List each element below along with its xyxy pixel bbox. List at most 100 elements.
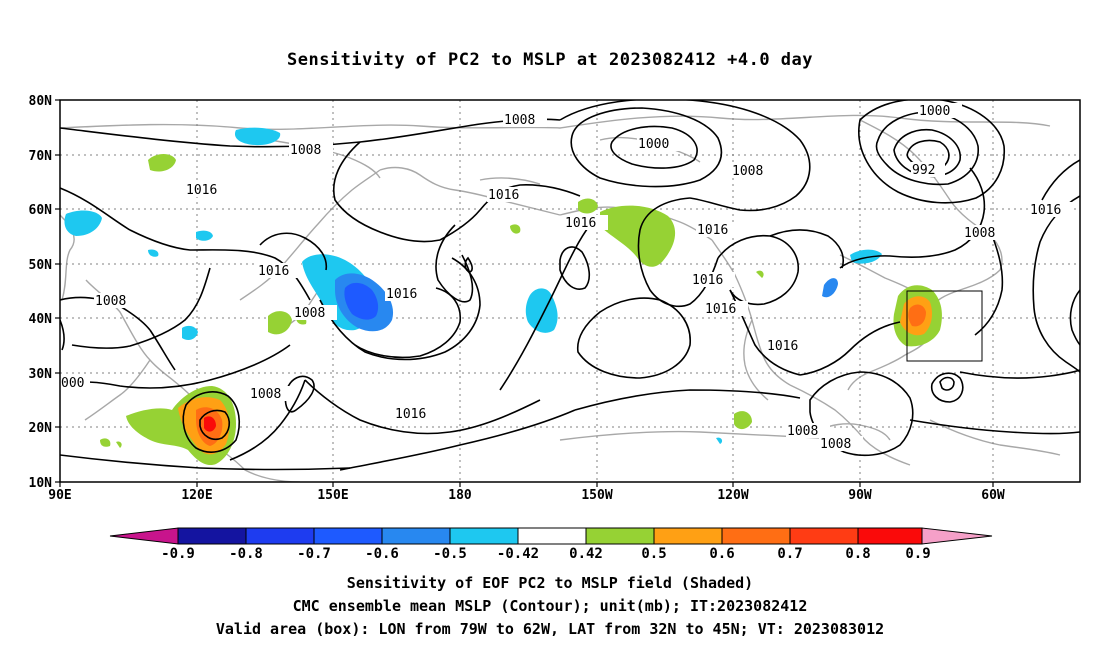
pos-region [204,416,216,432]
colorbar-box [517,527,587,545]
tick-marks [55,99,994,487]
lon-label: 180 [448,488,472,503]
contour-label: 1008 [294,306,325,321]
pos-region [756,270,764,278]
lat-label: 70N [29,149,53,164]
contour-label: 1000 [919,104,950,119]
colorbar-box [857,527,923,545]
neg-region [182,325,198,340]
colorbar-end-right [921,527,993,545]
pos-region [268,311,292,335]
map-title: Sensitivity of PC2 to MSLP at 2023082412… [286,50,813,70]
pos-region [100,438,111,447]
colorbar-label: -0.42 [497,546,539,562]
lat-label: 30N [29,367,53,382]
contour-label: 992 [912,163,935,178]
contour-label: 1008 [250,387,281,402]
colorbar-boxes [177,527,923,545]
contour-label: 1008 [820,437,851,452]
pos-region [148,154,176,172]
lon-label: 120E [181,488,212,503]
colorbar-label: -0.9 [161,546,195,562]
colorbar-box [789,527,859,545]
lat-label: 10N [29,476,53,491]
pos-region [734,411,752,430]
contour-label: 1016 [488,188,519,203]
contour-label: 000 [61,376,84,391]
neg-region [148,249,159,257]
contour-label: 1016 [767,339,798,354]
map-frame [59,99,1081,483]
contour-label: 1008 [95,294,126,309]
colorbar-end-left [109,527,179,545]
neg-region [234,127,281,146]
caption-shading: Sensitivity of EOF PC2 to MSLP field (Sh… [346,574,754,592]
lat-label: 40N [29,312,53,327]
colorbar-labels: -0.9 -0.8 -0.7 -0.6 -0.5 -0.42 0.42 0.5 … [161,546,931,562]
colorbar-box [585,527,655,545]
contour-label: 1016 [258,264,289,279]
lon-label: 120W [717,488,748,503]
lon-label: 90E [48,488,71,503]
lon-label: 90W [848,488,872,503]
neg-region [344,282,379,320]
colorbar-label: -0.6 [365,546,399,562]
colorbar-label: 0.8 [845,546,870,562]
colorbar-box [177,527,247,545]
colorbar-label: 0.42 [569,546,603,562]
neg-region [196,230,213,241]
contour-label: 1008 [504,113,535,128]
valid-area-box [906,290,983,362]
caption-contour: CMC ensemble mean MSLP (Contour); unit(m… [292,597,808,615]
neg-region [822,278,838,298]
colorbar-label: -0.7 [297,546,331,562]
contour-label: 1016 [395,407,426,422]
lat-label: 50N [29,258,53,273]
lon-label: 150E [317,488,348,503]
colorbar-box [381,527,451,545]
pos-region [600,205,676,267]
contour-label: 1008 [964,226,995,241]
caption-valid-area: Valid area (box): LON from 79W to 62W, L… [215,620,885,638]
lat-label: 80N [29,94,53,109]
neg-region [716,437,723,444]
contour-label: 1008 [787,424,818,439]
contour-label: 1016 [565,216,596,231]
colorbar-label: 0.6 [709,546,734,562]
colorbar-label: -0.8 [229,546,263,562]
colorbar-box [721,527,791,545]
pos-region [908,304,926,327]
lon-label: 150W [581,488,612,503]
lat-label: 20N [29,421,53,436]
contour-label: 1016 [186,183,217,198]
contour-labels: 1008 1008 1000 1000 992 1008 1016 1016 1… [61,104,1062,452]
colorbar-label: 0.5 [641,546,666,562]
pos-region [116,441,122,448]
contour-label: 1016 [705,302,736,317]
contour-label: 1000 [638,137,669,152]
longitude-labels: 90E 120E 150E 180 150W 120W 90W 60W [48,488,1005,503]
contour-label: 1016 [386,287,417,302]
colorbar-label: -0.5 [433,546,467,562]
mslp-contours [60,100,1080,471]
contour-label: 1008 [290,143,321,158]
pos-region [578,198,598,214]
contour-label: 1016 [1030,203,1061,218]
contour-label: 1008 [732,164,763,179]
colorbar-box [245,527,315,545]
contour-label: 1016 [692,273,723,288]
sensitivity-shading [64,127,942,466]
colorbar-box [653,527,723,545]
colorbar-box [449,527,519,545]
contour-label: 1016 [697,223,728,238]
colorbar-label: 0.9 [905,546,930,562]
lat-label: 60N [29,203,53,218]
colorbar: -0.9 -0.8 -0.7 -0.6 -0.5 -0.42 0.42 0.5 … [109,527,993,562]
pos-region [510,224,521,234]
latitude-labels: 80N 70N 60N 50N 40N 30N 20N 10N [29,94,53,491]
colorbar-label: 0.7 [777,546,802,562]
lon-label: 60W [981,488,1005,503]
neg-region [64,210,102,236]
colorbar-box [313,527,383,545]
